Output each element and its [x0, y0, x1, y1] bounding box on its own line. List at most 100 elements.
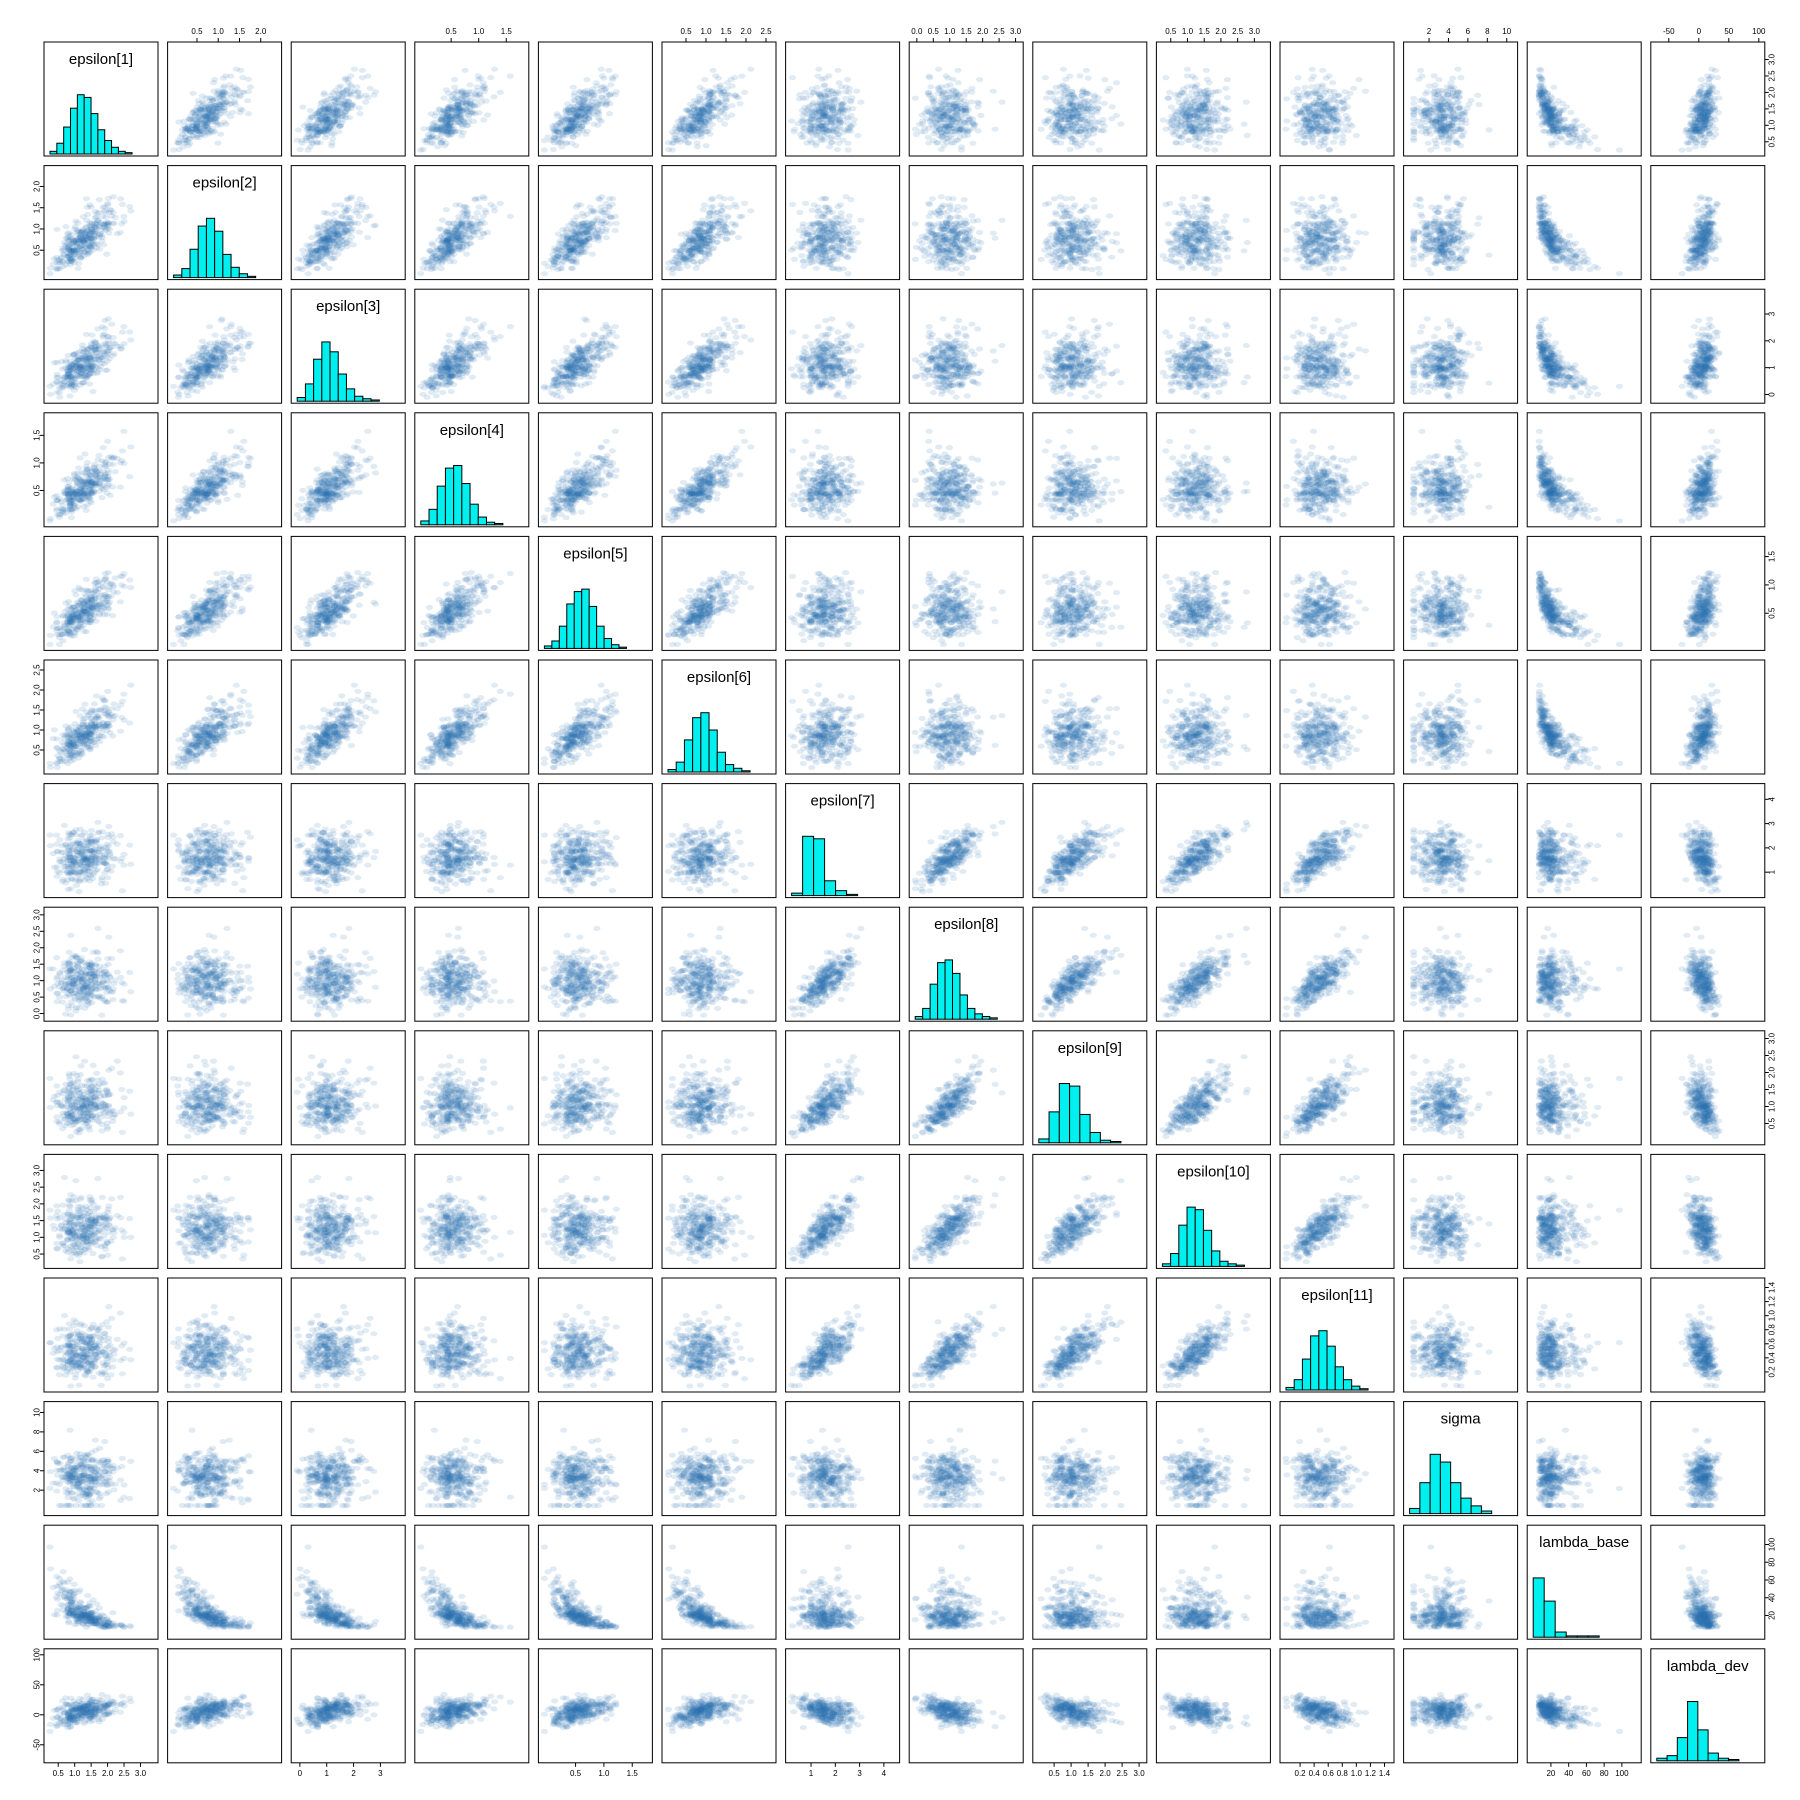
scatter-point — [428, 125, 435, 130]
scatter-point — [1309, 84, 1316, 89]
scatter-point — [837, 120, 844, 125]
scatter-point — [948, 141, 955, 146]
scatter-point — [326, 119, 333, 124]
scatter-point — [928, 122, 935, 127]
scatter-point — [950, 92, 957, 97]
scatter-point — [834, 135, 841, 140]
scatter-point — [1204, 121, 1211, 126]
scatter-point — [1094, 110, 1101, 115]
scatter-point — [1215, 89, 1222, 94]
scatter-point — [203, 121, 210, 126]
scatter-point — [1301, 140, 1308, 145]
scatter-point — [359, 68, 366, 73]
scatter-point — [1222, 117, 1229, 122]
scatter-point — [1178, 90, 1185, 95]
scatter-point — [1309, 140, 1316, 145]
scatter-point — [194, 133, 201, 138]
scatter-point — [717, 82, 724, 87]
scatter-point — [245, 111, 252, 116]
scatter-point — [830, 126, 837, 131]
scatter-point — [1410, 122, 1417, 127]
scatter-point — [458, 133, 465, 138]
scatter-point — [714, 113, 721, 118]
scatter-point — [940, 89, 947, 94]
scatter-point — [800, 125, 807, 130]
scatter-point — [1166, 90, 1173, 95]
panel-1-5 — [538, 42, 652, 156]
panel-1-11 — [1280, 42, 1394, 156]
scatter-point — [694, 133, 701, 138]
scatter-point — [1303, 105, 1310, 110]
panel-1-8 — [909, 42, 1023, 156]
scatter-point — [1347, 91, 1354, 96]
scatter-point — [429, 140, 436, 145]
scatter-point — [1315, 102, 1322, 107]
scatter-point — [226, 82, 233, 87]
scatter-point — [828, 89, 835, 94]
scatter-point — [992, 127, 999, 132]
scatter-point — [605, 68, 612, 73]
scatter-point — [1096, 147, 1103, 152]
scatter-point — [443, 109, 450, 114]
scatter-point — [940, 114, 947, 119]
scatter-point — [1305, 125, 1312, 130]
scatter-point — [205, 131, 212, 136]
scatter-point — [1060, 82, 1067, 87]
scatter-point — [239, 107, 246, 112]
scatter-point — [823, 104, 830, 109]
scatter-point — [1184, 138, 1191, 143]
scatter-point — [1222, 86, 1229, 91]
scatter-point — [953, 121, 960, 126]
scatter-point — [830, 119, 837, 124]
scatter-point — [227, 95, 234, 100]
scatter-point — [481, 83, 488, 88]
scatter-point — [687, 113, 694, 118]
scatter-point — [247, 84, 254, 89]
scatter-point — [1184, 84, 1191, 89]
scatter-point — [322, 135, 329, 140]
scatter-point — [196, 101, 203, 106]
scatter-point — [1185, 108, 1192, 113]
scatter-point — [737, 101, 744, 106]
scatter-point — [553, 128, 560, 133]
scatter-point — [817, 123, 824, 128]
scatter-point — [1220, 122, 1227, 127]
scatter-point — [1185, 94, 1192, 99]
scatter-point — [718, 108, 725, 113]
panel-1-7 — [786, 42, 900, 156]
scatter-point — [835, 141, 842, 146]
scatter-point — [1203, 147, 1210, 152]
scatter-point — [1184, 73, 1191, 78]
scatter-point — [1177, 122, 1184, 127]
scatter-point — [595, 111, 602, 116]
scatter-point — [693, 119, 700, 124]
scatter-point — [569, 119, 576, 124]
scatter-point — [1162, 75, 1169, 80]
scatter-point — [1301, 85, 1308, 90]
scatter-point — [1244, 133, 1251, 138]
scatter-point — [1164, 95, 1171, 100]
scatter-point — [1343, 117, 1350, 122]
hist-bar — [57, 143, 64, 154]
scatter-point — [838, 84, 845, 89]
scatter-point — [490, 94, 497, 99]
scatter-point — [1290, 122, 1297, 127]
scatter-point — [1067, 109, 1074, 114]
scatter-point — [507, 74, 514, 79]
scatter-point — [919, 118, 926, 123]
scatter-point — [458, 122, 465, 127]
scatter-point — [969, 141, 976, 146]
scatter-point — [1057, 90, 1064, 95]
scatter-point — [958, 147, 965, 152]
scatter-point — [1053, 100, 1060, 105]
scatter-point — [598, 67, 605, 72]
scatter-point — [582, 132, 589, 137]
scatter-point — [789, 75, 796, 80]
scatter-point — [814, 74, 821, 79]
scatter-point — [598, 102, 605, 107]
scatter-point — [462, 92, 469, 97]
hist-bar — [118, 151, 125, 154]
scatter-point — [1078, 93, 1085, 98]
scatter-point — [1327, 122, 1334, 127]
scatter-point — [1332, 93, 1339, 98]
